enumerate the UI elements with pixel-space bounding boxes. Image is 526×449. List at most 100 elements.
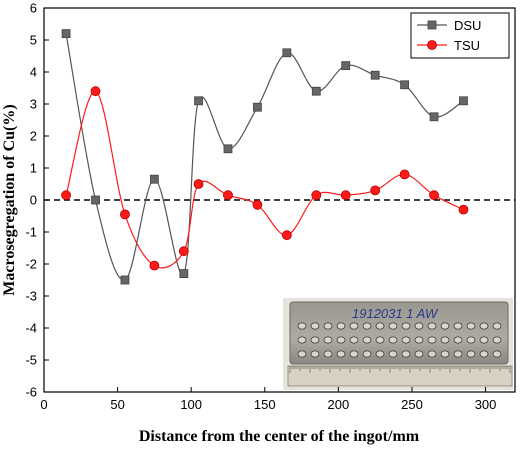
y-tick-label: 6 xyxy=(30,1,37,16)
tsu-point xyxy=(311,190,322,201)
y-axis-title: Macrosegregation of Cu(%) xyxy=(1,104,18,295)
sample-hole xyxy=(310,350,320,358)
sample-hole xyxy=(479,336,489,344)
sample-hole xyxy=(427,322,437,330)
sample-hole xyxy=(466,336,476,344)
dsu-point xyxy=(311,86,321,96)
dsu-point xyxy=(253,102,262,112)
sample-hole xyxy=(336,336,346,344)
photo-label: 1912031 1 AW xyxy=(352,306,439,321)
sample-hole xyxy=(466,350,476,358)
y-tick-label: -3 xyxy=(25,289,37,304)
sample-hole xyxy=(362,322,372,330)
tsu-point xyxy=(178,246,189,257)
tsu-point xyxy=(399,169,410,180)
sample-hole xyxy=(401,350,411,358)
y-tick-label: 2 xyxy=(30,129,37,144)
tsu-point xyxy=(223,190,233,201)
sample-hole xyxy=(466,322,476,330)
x-tick-label: 50 xyxy=(110,397,124,412)
tsu-point xyxy=(281,230,292,241)
tsu-point xyxy=(429,190,439,201)
dsu-point xyxy=(341,61,351,70)
dsu-point xyxy=(120,275,130,285)
x-tick-label: 200 xyxy=(328,397,350,412)
sample-hole xyxy=(375,350,385,358)
sample-hole xyxy=(362,336,372,344)
sample-hole xyxy=(297,336,307,344)
sample-hole xyxy=(297,322,307,330)
sample-hole xyxy=(323,336,333,344)
sample-hole xyxy=(349,336,359,344)
x-tick-label: 0 xyxy=(40,397,47,412)
y-tick-label: -4 xyxy=(25,321,37,336)
sample-hole xyxy=(349,322,359,330)
sample-hole xyxy=(375,322,385,330)
y-axis: -6 -5 -4 -3 -2 -1 0 1 2 3 4 5 6 xyxy=(25,1,49,400)
sample-hole xyxy=(310,336,320,344)
sample-hole xyxy=(336,322,346,330)
legend-box xyxy=(410,12,510,59)
sample-hole xyxy=(453,336,463,344)
sample-hole xyxy=(427,336,437,344)
sample-hole xyxy=(414,350,424,358)
inset-photo: 1912031 1 AW xyxy=(283,298,513,390)
y-tick-label: -1 xyxy=(25,225,37,240)
tsu-point xyxy=(252,199,263,210)
sample-hole xyxy=(414,336,424,344)
sample-hole xyxy=(349,350,359,358)
ingot-sample-holes xyxy=(297,322,502,358)
ruler-ticks xyxy=(289,366,511,373)
dsu-point xyxy=(370,70,380,80)
sample-hole xyxy=(492,322,502,330)
legend-dsu-marker xyxy=(427,20,437,30)
dsu-point xyxy=(179,269,189,279)
dsu-point xyxy=(91,195,100,205)
sample-hole xyxy=(479,322,489,330)
x-axis: 0 50 100 150 200 250 300 xyxy=(40,387,496,412)
x-tick-label: 150 xyxy=(254,397,276,412)
tsu-series-markers xyxy=(61,86,469,271)
legend: DSU TSU xyxy=(410,12,510,59)
x-tick-label: 300 xyxy=(475,397,497,412)
sample-hole xyxy=(297,350,307,358)
dsu-point xyxy=(429,112,439,122)
y-tick-label: 0 xyxy=(30,193,37,208)
tsu-point xyxy=(340,190,351,201)
legend-tsu-marker xyxy=(427,40,437,50)
dsu-point xyxy=(400,80,410,90)
sample-hole xyxy=(323,350,333,358)
sample-hole xyxy=(440,350,450,358)
dsu-series-markers xyxy=(61,29,468,285)
sample-hole xyxy=(388,350,398,358)
sample-hole xyxy=(453,322,463,330)
sample-hole xyxy=(414,322,424,330)
tsu-point xyxy=(90,86,101,97)
sample-hole xyxy=(453,350,463,358)
tsu-point xyxy=(458,204,469,215)
sample-hole xyxy=(440,336,450,344)
legend-tsu-label: TSU xyxy=(454,38,480,53)
y-tick-label: -2 xyxy=(25,257,37,272)
ingot-slice xyxy=(289,301,509,365)
sample-hole xyxy=(492,350,502,358)
y-tick-label: 1 xyxy=(30,161,37,176)
tsu-point xyxy=(149,260,160,271)
sample-hole xyxy=(401,322,411,330)
dsu-point xyxy=(282,48,292,58)
dsu-point xyxy=(223,144,233,154)
y-tick-label: -6 xyxy=(25,385,37,400)
sample-hole xyxy=(492,336,502,344)
sample-hole xyxy=(362,350,372,358)
dsu-point xyxy=(149,174,159,184)
sample-hole xyxy=(479,350,489,358)
y-tick-label: 5 xyxy=(30,33,37,48)
sample-hole xyxy=(375,336,385,344)
sample-hole xyxy=(440,322,450,330)
dsu-point xyxy=(459,96,468,106)
sample-hole xyxy=(336,350,346,358)
x-tick-label: 250 xyxy=(401,397,423,412)
y-tick-label: 3 xyxy=(30,97,37,112)
tsu-point xyxy=(193,179,204,189)
